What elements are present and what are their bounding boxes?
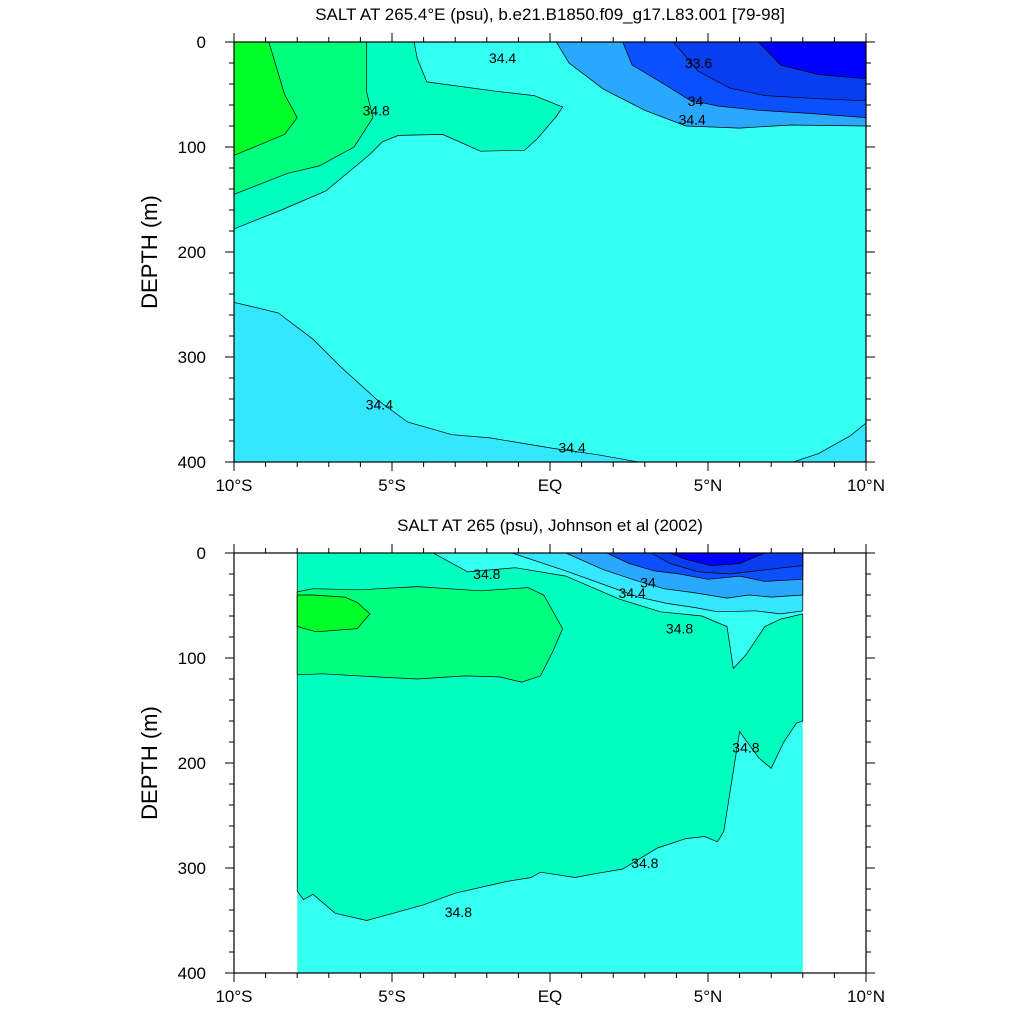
chart-title: SALT AT 265.4°E (psu), b.e21.B1850.f09_g… [315, 5, 785, 24]
contour-line-34.4-34.6 [511, 552, 804, 615]
y-tick-label: 400 [178, 453, 206, 472]
contour-label: 34.8 [631, 855, 658, 871]
contour-line-35.0-35.2 [296, 586, 563, 683]
axis-ticks [225, 544, 875, 982]
x-tick-label: 5°N [694, 476, 723, 495]
contour-label: 34.4 [489, 50, 516, 66]
contour-label: 34.8 [666, 621, 693, 637]
y-axis-label: DEPTH (m) [137, 195, 162, 309]
contour-fill-33.6-33.8 [758, 42, 866, 79]
y-tick-label: 200 [178, 243, 206, 262]
contour-label: 34.4 [366, 396, 393, 412]
panel-model: SALT AT 265.4°E (psu), b.e21.B1850.f09_g… [137, 5, 885, 495]
plot-frame [233, 552, 867, 974]
contour-fill-33.6-33.8 [670, 553, 765, 566]
contour-line-33.8-34.0 [650, 552, 804, 575]
x-tick-label: 10°S [215, 987, 252, 1006]
contour-label: 34.4 [558, 439, 585, 455]
x-tick-label: 5°N [694, 987, 723, 1006]
x-tick-label: 5°S [378, 987, 406, 1006]
contour-label: 34 [688, 93, 704, 109]
contour-line-35.0-35.2 [233, 41, 374, 195]
contour-line-34.8-35.0 [233, 41, 564, 230]
contour-label: 34 [640, 574, 656, 590]
contour-line-34.2-34.4 [565, 552, 804, 599]
axis-ticks [225, 33, 875, 471]
y-tick-label: 100 [178, 649, 206, 668]
contour-label: 34.4 [679, 112, 706, 128]
contour-fill-35.2-35.4 [234, 42, 298, 156]
chart-title: SALT AT 265 (psu), Johnson et al (2002) [397, 516, 703, 535]
contour-label: 33.6 [685, 55, 712, 71]
contour-fills [234, 42, 866, 462]
contour-fills [297, 553, 803, 973]
contour-label: 34.8 [445, 904, 472, 920]
y-tick-label: 0 [197, 544, 206, 563]
x-tick-label: 10°N [847, 476, 885, 495]
x-tick-label: EQ [538, 987, 563, 1006]
contour-fill-34.6-34.8 [234, 42, 866, 462]
contour-line-34.6-34.8 [233, 41, 867, 463]
plot-frame [233, 41, 867, 463]
x-tick-label: 10°S [215, 476, 252, 495]
contour-line-35.2-35.4 [296, 594, 371, 633]
contour-line-35.2-35.4 [233, 41, 298, 156]
contour-label: 34.8 [363, 102, 390, 118]
contour-label: 34.4 [619, 585, 646, 601]
y-tick-label: 0 [197, 33, 206, 52]
y-axis-label: DEPTH (m) [137, 706, 162, 820]
contour-fill-35.2-35.4 [297, 595, 370, 632]
y-tick-label: 400 [178, 964, 206, 983]
contour-line-34.8-35.0 [296, 552, 804, 921]
y-tick-label: 300 [178, 859, 206, 878]
contour-label: 34.8 [473, 566, 500, 582]
tick-labels: 10°S 5°S EQ 5°N 10°N 0 100 200 300 400 [178, 33, 885, 495]
contour-label: 34.8 [732, 739, 759, 755]
x-tick-label: 10°N [847, 987, 885, 1006]
contour-line-34.0-34.2 [606, 552, 804, 582]
y-tick-label: 200 [178, 754, 206, 773]
panel-observations: SALT AT 265 (psu), Johnson et al (2002) … [137, 516, 885, 1006]
x-tick-label: EQ [538, 476, 563, 495]
contour-labels: 34.4 33.6 34.8 34 34.4 34.4 34.4 [363, 50, 713, 456]
y-tick-label: 100 [178, 138, 206, 157]
x-tick-label: 5°S [378, 476, 406, 495]
y-tick-label: 300 [178, 348, 206, 367]
tick-labels: 10°S 5°S EQ 5°N 10°N 0 100 200 300 400 [178, 544, 885, 1006]
